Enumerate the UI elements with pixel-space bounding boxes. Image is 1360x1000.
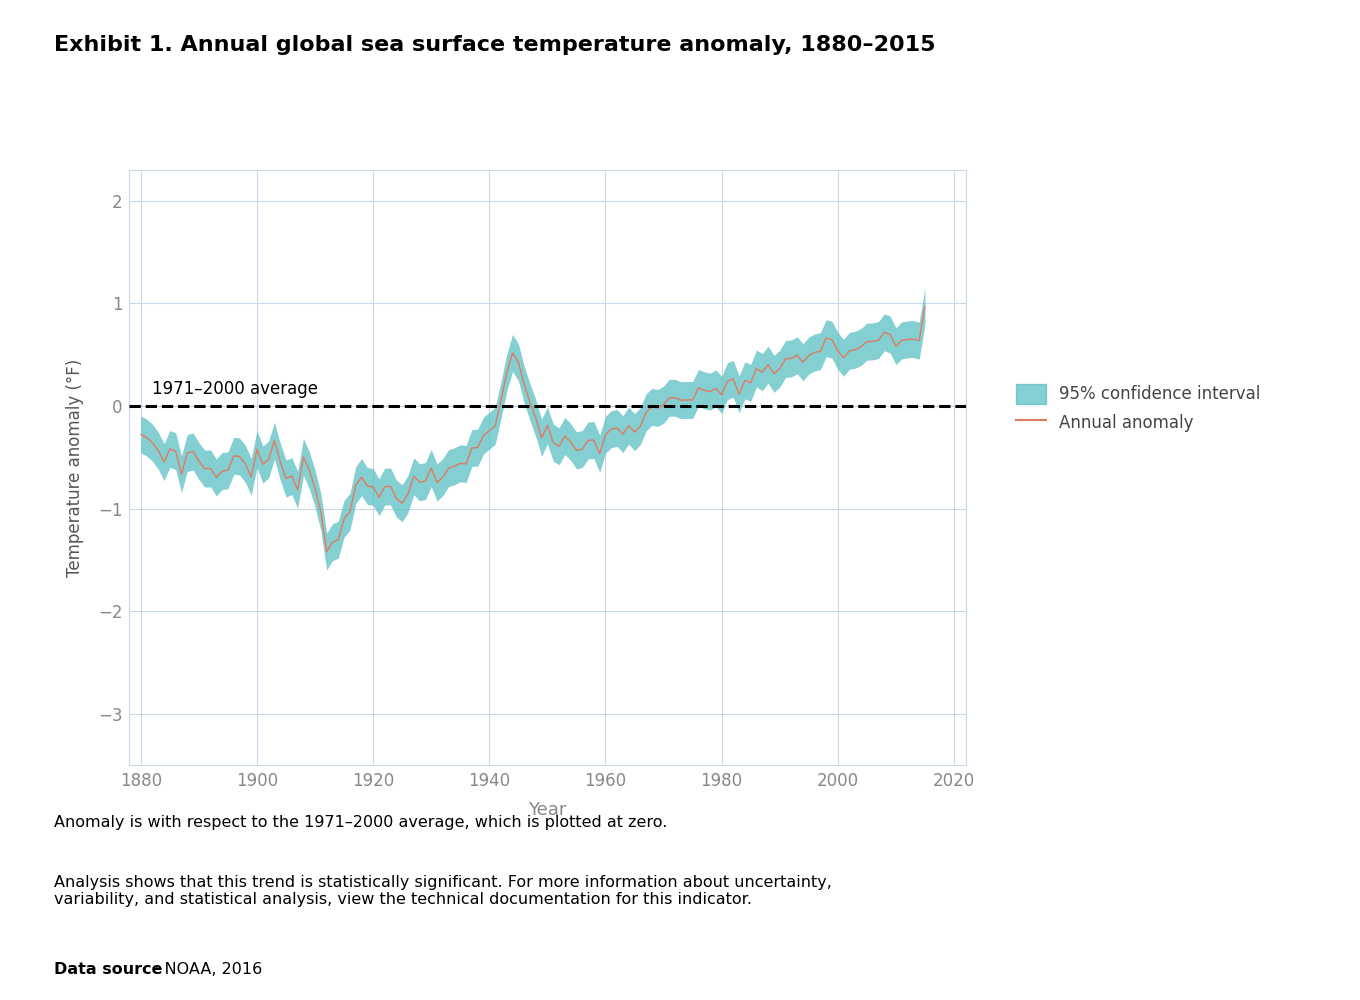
Annual anomaly xyxy=(318,546,335,558)
Annual anomaly xyxy=(917,300,933,312)
Annual anomaly xyxy=(771,363,787,375)
Text: Data source: Data source xyxy=(54,962,163,977)
Text: Exhibit 1. Annual global sea surface temperature anomaly, 1880–2015: Exhibit 1. Annual global sea surface tem… xyxy=(54,35,936,55)
Text: : NOAA, 2016: : NOAA, 2016 xyxy=(154,962,262,977)
Text: 1971–2000 average: 1971–2000 average xyxy=(152,380,318,398)
Annual anomaly xyxy=(876,326,892,338)
Y-axis label: Temperature anomaly (°F): Temperature anomaly (°F) xyxy=(65,358,84,577)
Annual anomaly xyxy=(226,450,242,462)
X-axis label: Year: Year xyxy=(528,801,567,819)
Text: Analysis shows that this trend is statistically significant. For more informatio: Analysis shows that this trend is statis… xyxy=(54,875,832,907)
Line: Annual anomaly: Annual anomaly xyxy=(141,306,925,552)
Annual anomaly xyxy=(441,462,457,474)
Annual anomaly xyxy=(778,353,794,365)
Annual anomaly xyxy=(783,352,800,364)
Legend: 95% confidence interval, Annual anomaly: 95% confidence interval, Annual anomaly xyxy=(1008,375,1269,441)
Text: Anomaly is with respect to the 1971–2000 average, which is plotted at zero.: Anomaly is with respect to the 1971–2000… xyxy=(54,815,668,830)
Annual anomaly xyxy=(133,429,150,441)
